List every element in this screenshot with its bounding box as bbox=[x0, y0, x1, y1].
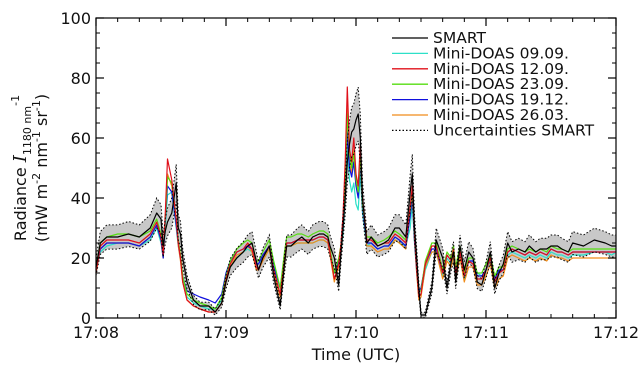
legend-label-2: Mini-DOAS 12.09. bbox=[433, 60, 569, 78]
y-axis-unit-part3: sr bbox=[32, 111, 51, 131]
legend-label-3: Mini-DOAS 23.09. bbox=[433, 75, 569, 93]
y-tick-label: 60 bbox=[71, 129, 91, 148]
x-tick-label: 17:10 bbox=[333, 323, 379, 342]
y-tick-label: 0 bbox=[81, 309, 91, 328]
x-tick-label: 17:09 bbox=[203, 323, 249, 342]
y-axis-title-superscript: -1 bbox=[9, 95, 22, 106]
y-tick-label: 100 bbox=[60, 9, 91, 28]
x-tick-label: 17:11 bbox=[463, 323, 509, 342]
y-tick-label: 20 bbox=[71, 249, 91, 268]
svg-text:(mW m-2 nm-1 sr-1): (mW m-2 nm-1 sr-1) bbox=[30, 94, 51, 242]
y-axis-title-prefix: Radiance bbox=[11, 162, 30, 241]
y-axis-title-subscript: 1180 nm bbox=[21, 106, 34, 155]
y-axis-unit-part4: ) bbox=[32, 94, 51, 100]
legend-label-6: Uncertainties SMART bbox=[433, 121, 595, 139]
y-tick-label: 40 bbox=[71, 189, 91, 208]
uncertainty-band bbox=[96, 87, 616, 318]
legend-label-5: Mini-DOAS 26.03. bbox=[433, 106, 569, 124]
series-layer bbox=[95, 86, 617, 319]
series-line-4 bbox=[95, 131, 616, 304]
legend-label-1: Mini-DOAS 09.09. bbox=[433, 44, 569, 62]
y-axis-title: Radiance I1180 nm-1 (mW m-2 nm-1 sr-1) bbox=[9, 94, 51, 242]
y-axis-unit-sup3: -1 bbox=[30, 100, 43, 111]
legend-label-0: SMART bbox=[433, 29, 486, 47]
y-axis-unit-sup1: -2 bbox=[30, 173, 43, 184]
y-axis-title-symbol: I bbox=[10, 154, 31, 163]
svg-text:Radiance I1180 nm-1: Radiance I1180 nm-1 bbox=[9, 95, 34, 241]
x-axis-title: Time (UTC) bbox=[311, 345, 400, 364]
series-line-2 bbox=[95, 86, 616, 313]
y-tick-label: 80 bbox=[71, 69, 91, 88]
x-tick-label: 17:12 bbox=[593, 323, 639, 342]
uncertainty-upper-line bbox=[95, 86, 616, 313]
y-axis-unit-part2: nm bbox=[32, 142, 51, 173]
y-axis-unit-sup2: -1 bbox=[30, 131, 43, 142]
legend-label-4: Mini-DOAS 19.12. bbox=[433, 91, 569, 109]
x-tick-label: 17:08 bbox=[73, 323, 119, 342]
y-axis-unit-part1: (mW m bbox=[32, 184, 51, 242]
series-line-0 bbox=[95, 113, 616, 316]
uncertainty-band-layer bbox=[96, 87, 616, 318]
axes-layer: 0 20 40 60 80 100 17:08 17:09 17:10 17:11 17:12 bbox=[60, 9, 639, 342]
